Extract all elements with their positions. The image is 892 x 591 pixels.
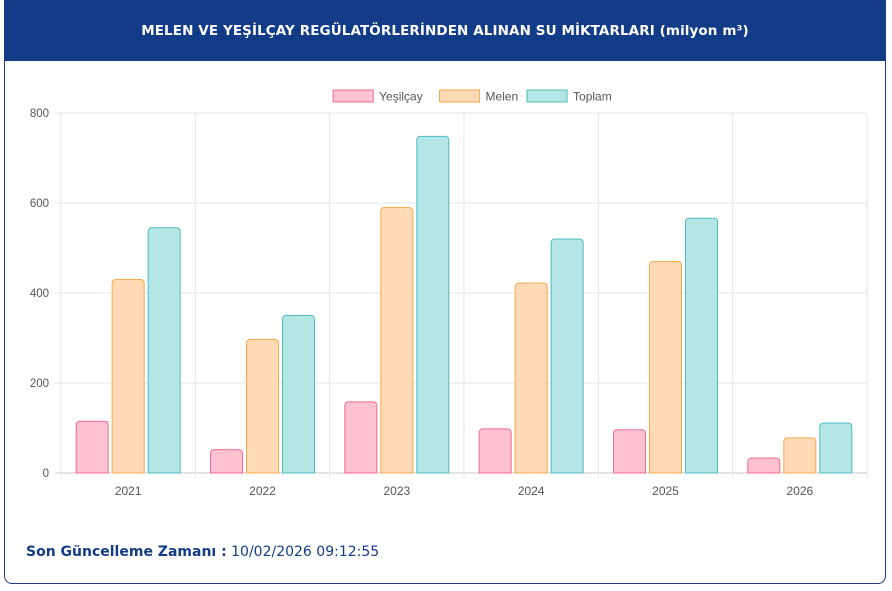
legend-label: Yeşilçay <box>379 90 423 104</box>
bar-yeşilçay <box>613 429 646 474</box>
chart-grid <box>55 112 868 479</box>
x-axis-ticks: 2021 2022 2023 2024 2025 2026 <box>115 484 814 498</box>
bar-toplam <box>819 422 853 474</box>
chart-header: MELEN VE YEŞİLÇAY REGÜLATÖRLERİNDEN ALIN… <box>5 1 885 61</box>
x-tick-label: 2026 <box>786 484 813 498</box>
x-tick-label: 2025 <box>652 484 679 498</box>
legend-label: Toplam <box>573 90 612 104</box>
bar-melen <box>649 261 682 474</box>
y-axis-ticks: 0 200 400 600 800 <box>30 108 49 480</box>
bar-toplam <box>416 135 450 474</box>
last-update-value: 10/02/2026 09:12:55 <box>231 544 380 560</box>
x-tick-label: 2023 <box>383 484 410 498</box>
y-tick-label: 200 <box>30 378 49 390</box>
bar-melen <box>246 338 279 474</box>
bar-melen <box>111 279 145 474</box>
legend-label: Melen <box>486 90 519 104</box>
page-title: MELEN VE YEŞİLÇAY REGÜLATÖRLERİNDEN ALIN… <box>141 23 749 39</box>
bar-melen <box>783 437 817 474</box>
y-tick-label: 400 <box>30 288 49 300</box>
x-tick-label: 2024 <box>518 484 545 498</box>
last-update: Son Güncelleme Zamanı : 10/02/2026 09:12… <box>26 544 379 560</box>
x-tick-label: 2022 <box>249 484 276 498</box>
bar-yeşilçay <box>344 401 378 474</box>
chart-bars <box>75 135 853 474</box>
y-tick-label: 800 <box>30 108 49 120</box>
bar-melen <box>514 282 548 474</box>
legend-swatch <box>439 89 481 103</box>
bar-chart: 0 200 400 600 800 2021 2022 2023 2024 2025 2026 Y… <box>30 89 868 498</box>
bar-toplam <box>550 238 584 474</box>
y-tick-label: 600 <box>30 198 49 210</box>
y-tick-label: 0 <box>43 468 49 480</box>
x-tick-label: 2021 <box>115 484 142 498</box>
chart-card: MELEN VE YEŞİLÇAY REGÜLATÖRLERİNDEN ALIN… <box>4 0 886 584</box>
bar-yeşilçay <box>478 428 512 474</box>
bar-melen <box>380 207 414 474</box>
bar-yeşilçay <box>747 457 781 474</box>
legend-swatch <box>332 89 374 103</box>
bar-yeşilçay <box>210 449 243 474</box>
bar-yeşilçay <box>75 420 109 474</box>
last-update-label: Son Güncelleme Zamanı : <box>26 544 227 560</box>
bar-toplam <box>147 227 181 474</box>
bar-toplam <box>685 217 718 474</box>
bar-toplam <box>282 315 315 474</box>
legend-swatch <box>526 89 568 103</box>
chart-legend: Yeşilçay Melen Toplam <box>332 89 612 104</box>
